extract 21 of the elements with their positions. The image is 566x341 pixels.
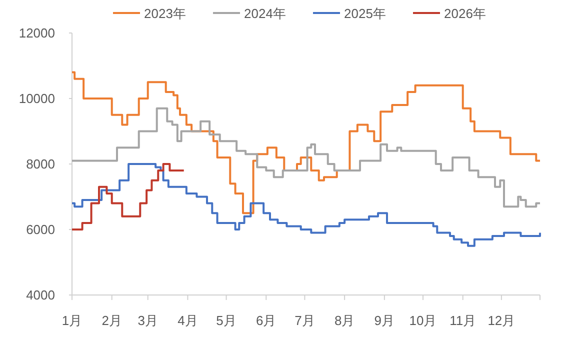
x-tick-label: 3月 bbox=[138, 313, 158, 328]
legend-label: 2024年 bbox=[244, 6, 286, 21]
x-tick-label: 12月 bbox=[488, 313, 516, 328]
y-tick-label: 6000 bbox=[26, 222, 55, 237]
legend-label: 2025年 bbox=[344, 6, 386, 21]
x-tick-label: 6月 bbox=[256, 313, 276, 328]
x-tick-label: 5月 bbox=[216, 313, 236, 328]
x-tick-label: 2月 bbox=[102, 313, 122, 328]
x-tick-label: 1月 bbox=[62, 313, 82, 328]
y-tick-label: 8000 bbox=[26, 156, 55, 172]
x-tick-label: 8月 bbox=[334, 313, 355, 328]
legend-label: 2026年 bbox=[444, 6, 486, 21]
y-tick-label: 10000 bbox=[18, 91, 55, 106]
x-tick-label: 9月 bbox=[374, 313, 395, 328]
y-tick-label: 12000 bbox=[18, 26, 55, 40]
x-tick-label: 11月 bbox=[450, 313, 476, 328]
x-tick-label: 4月 bbox=[178, 313, 198, 328]
x-tick-label: 7月 bbox=[294, 313, 315, 328]
y-tick-label: 4000 bbox=[26, 288, 55, 302]
legend-label: 2023年 bbox=[144, 6, 186, 21]
x-tick-label: 10月 bbox=[409, 313, 437, 328]
